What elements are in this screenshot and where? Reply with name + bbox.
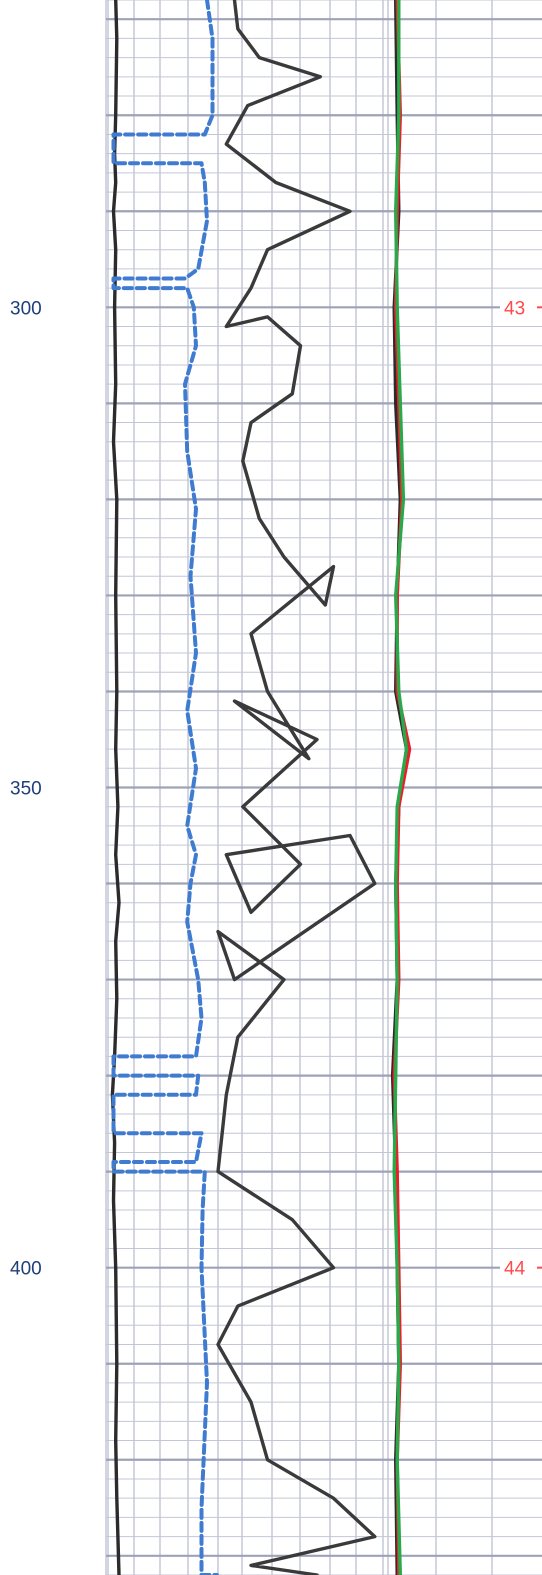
- track-3-curve-3: [392, 0, 409, 1575]
- log-labels: 300 350 400 43 44: [10, 293, 542, 1280]
- track-2-curve-1: [216, 0, 377, 1575]
- reference-label: 43: [504, 298, 525, 319]
- log-grid: [105, 0, 542, 1575]
- depth-label: 300: [10, 298, 42, 319]
- log-curves: [110, 0, 412, 1575]
- reference-label-bg: [500, 293, 542, 320]
- reference-label-bg: [500, 1253, 542, 1280]
- track-1-curve-2: [111, 0, 219, 1575]
- depth-label: 350: [10, 779, 42, 800]
- depth-label: 400: [10, 1259, 42, 1280]
- track-1-curve-1: [110, 0, 121, 1575]
- reference-label: 44: [504, 1259, 526, 1280]
